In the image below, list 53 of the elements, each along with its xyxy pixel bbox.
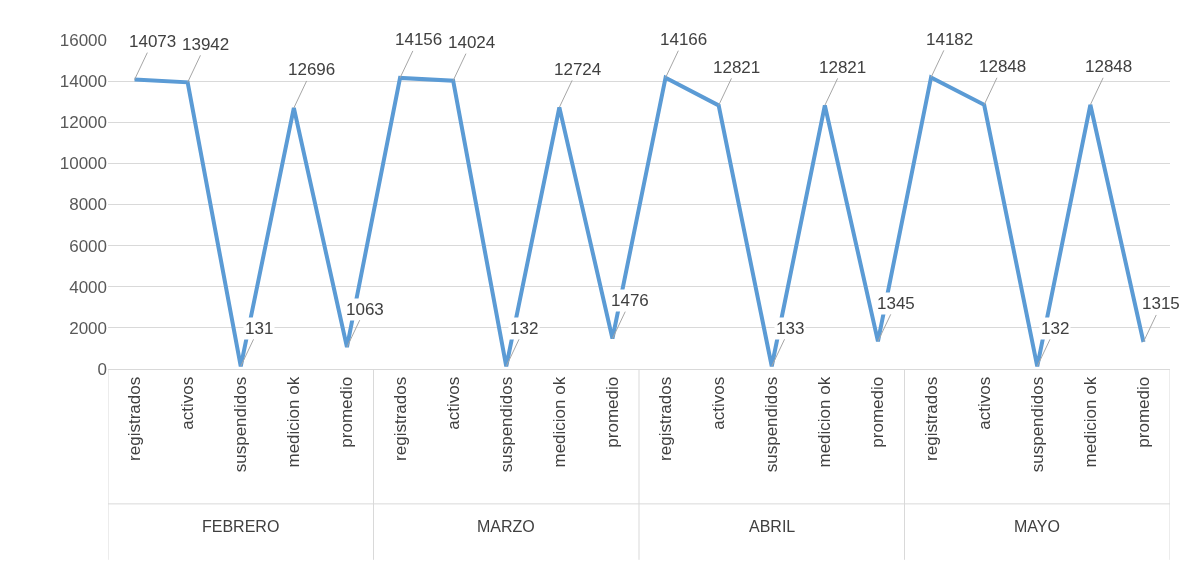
data-label: 14166	[660, 30, 708, 49]
data-label: 1345	[877, 294, 915, 313]
x-tick-label: medicion ok	[1080, 376, 1100, 468]
x-tick-label: promedio	[602, 376, 622, 448]
y-tick-label: 2000	[69, 318, 107, 338]
data-label: 133	[776, 319, 805, 338]
data-label: 132	[1041, 319, 1070, 338]
x-tick-label: promedio	[1133, 376, 1153, 448]
data-label: 132	[510, 319, 539, 338]
y-tick-label: 0	[97, 359, 107, 379]
data-label: 1476	[611, 291, 649, 310]
x-tick-label: registrados	[921, 376, 941, 461]
data-label: 1315	[1142, 294, 1180, 313]
x-tick-label: registrados	[656, 376, 676, 461]
x-tick-label: activos	[443, 376, 463, 430]
x-tick-label: medicion ok	[815, 376, 835, 468]
data-label: 14182	[926, 30, 974, 49]
x-tick-label: medicion ok	[549, 376, 569, 468]
x-tick-label: suspendidos	[496, 376, 516, 473]
data-label: 12821	[819, 58, 867, 77]
data-label: 12848	[1085, 57, 1133, 76]
data-label: 12848	[979, 57, 1027, 76]
data-label: 12821	[713, 58, 761, 77]
data-label: 12696	[288, 60, 336, 79]
text: MARZO	[477, 518, 535, 535]
x-tick-label: registrados	[390, 376, 410, 461]
y-tick-label: 6000	[69, 236, 107, 256]
x-tick-label: suspendidos	[1027, 376, 1047, 473]
data-label: 14073	[129, 32, 177, 51]
x-tick-label: promedio	[337, 376, 357, 448]
data-label: 131	[245, 319, 274, 338]
data-label: 12724	[554, 60, 602, 79]
x-tick-label: activos	[709, 376, 729, 430]
x-tick-label: suspendidos	[762, 376, 782, 473]
x-tick-label: medicion ok	[284, 376, 304, 468]
y-tick-label: 8000	[69, 195, 107, 215]
x-tick-label: suspendidos	[231, 376, 251, 473]
x-tick-label: activos	[178, 376, 198, 430]
x-tick-label: activos	[974, 376, 994, 430]
data-label: 14024	[448, 33, 496, 52]
y-tick-label: 12000	[59, 113, 107, 133]
y-tick-label: 10000	[59, 154, 107, 174]
data-label: 1063	[346, 300, 384, 319]
text: MAYO	[1014, 518, 1060, 535]
y-tick-label: 14000	[59, 72, 107, 92]
data-label: 13942	[182, 35, 230, 54]
text: ABRIL	[749, 518, 796, 535]
y-tick-label: 16000	[59, 30, 107, 50]
x-tick-label: registrados	[125, 376, 145, 461]
x-tick-label: promedio	[868, 376, 888, 448]
text: FEBRERO	[202, 518, 280, 535]
data-label: 14156	[395, 30, 443, 49]
y-tick-label: 4000	[69, 277, 107, 297]
